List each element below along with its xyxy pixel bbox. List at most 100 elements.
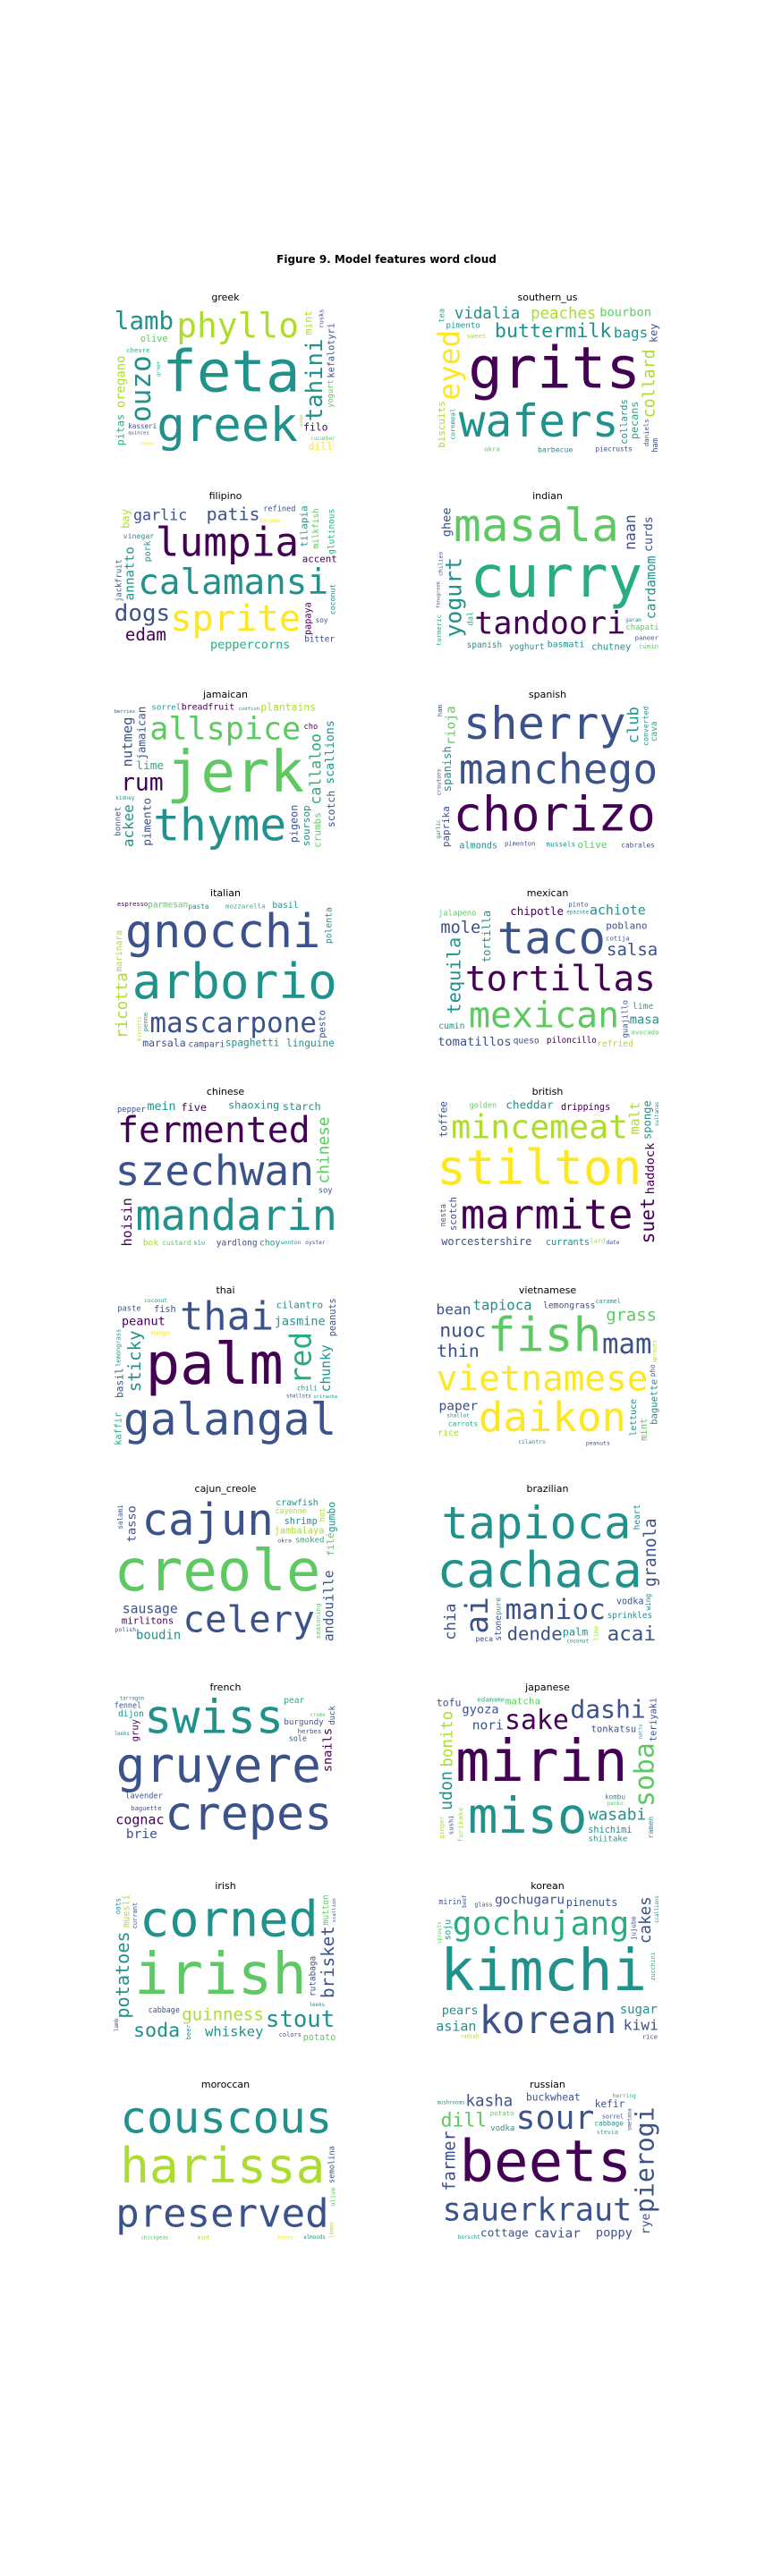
panel-title: british	[531, 1086, 564, 1097]
wordcloud-word: jerk	[166, 740, 304, 806]
wordcloud-word: pure	[494, 1597, 503, 1615]
wordcloud-word: potato	[490, 2109, 514, 2117]
panel-title: thai	[216, 1284, 235, 1296]
wordcloud-word: currant	[132, 1902, 139, 1929]
wordcloud-word: coconut	[566, 1640, 589, 1645]
wordcloud-word: gruyere	[116, 1737, 321, 1793]
wordcloud-word: suet	[637, 1198, 659, 1244]
wordcloud-word: celery	[183, 1597, 314, 1640]
wordcloud-word: mirlitons	[122, 1615, 174, 1627]
wordcloud-word: soda	[133, 2020, 180, 2042]
wordcloud-word: drippings	[561, 1103, 610, 1113]
wordcloud-panel: british stilton marmite mincemeat haddock sue…	[435, 1085, 660, 1249]
wordcloud-word: chutney	[591, 642, 631, 653]
wordcloud: gruyere crepes swiss cognac snails burgundy la…	[113, 1694, 338, 1844]
wordcloud-word: berries	[115, 709, 136, 715]
wordcloud-word: peanut	[122, 1315, 166, 1329]
wordcloud-word: marmite	[461, 1191, 633, 1238]
wordcloud-word: caramel	[596, 1298, 621, 1305]
wordcloud-word: fish	[154, 1305, 176, 1315]
wordcloud-word: coconut	[327, 584, 336, 615]
wordcloud-word: kimchi	[440, 1938, 647, 2004]
wordcloud-word: yardlong	[217, 1239, 258, 1249]
wordcloud-word: dill	[309, 440, 333, 453]
wordcloud-word: dal	[466, 612, 475, 626]
wordcloud-word: date	[607, 1240, 620, 1246]
wordcloud-word: duck	[328, 1706, 337, 1725]
wordcloud: mirin miso sake soba wasabi dashi bonito tonkat…	[435, 1694, 660, 1844]
wordcloud: tortillas taco mexican tequila tortilla salsa…	[435, 900, 660, 1050]
wordcloud-panel: chinese szechwan fermented mandarin chinese h…	[113, 1085, 338, 1249]
wordcloud-word: manchego	[459, 745, 658, 793]
wordcloud-word: phyllo	[176, 306, 299, 345]
wordcloud-word: lemongrass	[115, 1329, 123, 1367]
wordcloud-word: mint	[302, 310, 315, 335]
wordcloud-word: penne	[141, 1013, 149, 1031]
wordcloud-word: peaches	[531, 305, 596, 323]
wordcloud-word: garam	[625, 618, 641, 623]
wordcloud-word: bourbon	[599, 306, 651, 320]
wordcloud-word: brisket	[318, 1926, 338, 1998]
wordcloud-word: soba	[629, 1742, 660, 1807]
wordcloud-word: naan	[622, 514, 639, 550]
panel-title: japanese	[525, 1682, 570, 1693]
wordcloud-word: cabbage	[149, 2005, 180, 2014]
wordcloud-word: sprouts	[437, 1921, 443, 1944]
wordcloud-word: basil	[272, 901, 298, 911]
wordcloud-word: dogs	[115, 600, 170, 627]
wordcloud-panel: cajun_creole creole cajun celery andouille sa…	[113, 1482, 338, 1646]
wordcloud: grits wafers eyed collard buttermilk peaches v…	[435, 304, 660, 454]
wordcloud-word: sauerkraut	[443, 2191, 633, 2228]
wordcloud-word: bean	[436, 1301, 471, 1318]
wordcloud-word: yoghurt	[509, 642, 545, 652]
wordcloud-word: fennel	[115, 1701, 141, 1710]
wordcloud-word: jasmine	[275, 1314, 326, 1328]
wordcloud-word: refined	[263, 505, 295, 514]
wordcloud-word: zucchini	[650, 1952, 657, 1980]
wordcloud-word: nori	[472, 1717, 504, 1733]
wordcloud-word: biscuits	[436, 401, 447, 447]
wordcloud-word: mole	[440, 919, 480, 937]
wordcloud-word: queso	[514, 1037, 539, 1046]
wordcloud-word: achiote	[590, 902, 646, 918]
wordcloud-word: kefir	[595, 2098, 625, 2110]
wordcloud-word: olive	[577, 839, 607, 851]
wordcloud-word: beets	[460, 2130, 633, 2196]
wordcloud-word: sticky	[124, 1330, 145, 1392]
wordcloud-word: ouzo	[125, 355, 157, 422]
wordcloud-word: chapati	[626, 623, 659, 632]
wordcloud-word: breadfruit	[182, 703, 234, 713]
wordcloud-word: shichimi	[588, 1826, 632, 1835]
wordcloud-word: sushi	[446, 1815, 454, 1835]
wordcloud-word: polish	[115, 1626, 137, 1633]
wordcloud-word: tea	[438, 309, 447, 323]
wordcloud-word: linguine	[286, 1038, 335, 1049]
wordcloud-word: paneer	[635, 634, 659, 642]
wordcloud-word: farmer	[441, 2131, 460, 2191]
wordcloud-word: seasoning	[314, 1604, 322, 1640]
panel-title: moroccan	[200, 2079, 251, 2090]
wordcloud-word: parmesan	[148, 901, 188, 911]
wordcloud-word: galangal	[123, 1394, 336, 1445]
wordcloud-word: salami	[116, 1504, 124, 1530]
wordcloud-word: pesto	[318, 1010, 328, 1038]
wordcloud-word: asian	[436, 2019, 476, 2035]
wordcloud-word: pears	[442, 2004, 479, 2018]
wordcloud-word: tarragon	[120, 1696, 144, 1701]
wordcloud-word: stilton	[437, 1140, 641, 1196]
wordcloud-word: olive	[140, 335, 168, 344]
wordcloud-word: piloncillo	[547, 1036, 597, 1046]
wordcloud-panel: korean kimchi gochujang korean cakes gochugar…	[435, 1879, 660, 2043]
wordcloud-word: siu	[193, 1239, 205, 1247]
wordcloud-word: yogurt	[327, 379, 336, 407]
figure-title: Figure 9. Model features word cloud	[276, 253, 497, 266]
wordcloud-panel: italian arborio gnocchi mascarpone spaghetti…	[113, 886, 338, 1050]
wordcloud-word: scallions	[655, 1895, 660, 1923]
wordcloud-word: custard	[162, 1239, 191, 1247]
wordcloud-word: kasseri	[128, 422, 157, 430]
wordcloud: manchego chorizo sherry spanish rioja club pap…	[435, 701, 660, 852]
wordcloud-word: mincemeat	[451, 1108, 628, 1147]
wordcloud-word: papaya	[304, 602, 314, 635]
